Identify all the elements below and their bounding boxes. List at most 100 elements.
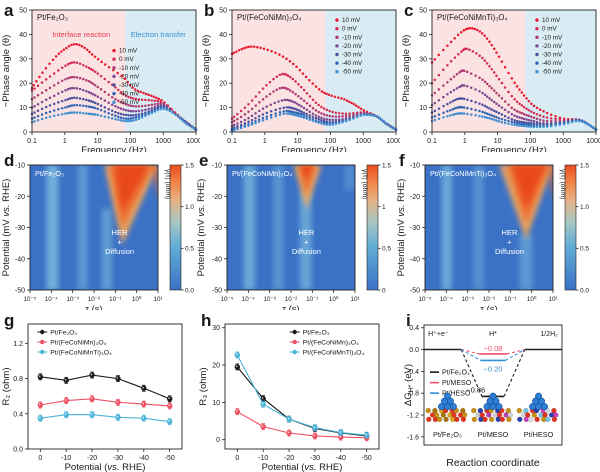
y-tick: 0.4: [13, 411, 23, 418]
x-tick: -40: [336, 455, 346, 462]
legend-label: Pt/HESO: [442, 391, 471, 398]
legend-label: -50 mV: [119, 99, 140, 106]
energy-value: −0.08: [484, 344, 503, 353]
colorbar-tick: 1.5: [185, 162, 194, 169]
y-axis-label: Potential (mV vs. RHE): [1, 179, 12, 277]
x-tick: 10¹: [350, 296, 359, 303]
y-tick: -10: [15, 163, 25, 170]
x-tick: -20: [284, 455, 294, 462]
x-tick: 1: [263, 138, 267, 145]
colorbar-tick: 0.5: [185, 246, 194, 253]
y-tick: -30: [212, 225, 222, 232]
series-Pt/(FeCoNiMnTi)₃O₄: [234, 351, 370, 439]
y-tick: -50: [212, 288, 222, 295]
axes: 0 -10 -20 -30 -40 -50 0 10 20 30: [212, 325, 372, 462]
legend-label: -30 mV: [119, 82, 140, 89]
series-Pt/Fe₂O₃: [234, 363, 370, 440]
panel-h: 0 -10 -20 -30 -40 -50 0 10 20 30 Pt/Fe₂O₃ Pt/(FeCoN…: [197, 310, 407, 472]
legend: Pt/Fe₂O₃ Pt/(FeCoNiMn)₃O₄ Pt/(FeCoNiMnTi)₃…: [37, 330, 112, 357]
x-tick: 1000: [355, 138, 371, 145]
y-tick: 50: [419, 8, 427, 15]
x-tick: 10⁰: [527, 296, 537, 303]
stage-label: H*: [489, 331, 497, 338]
y-tick: 0.4: [409, 325, 419, 332]
y-axis-label: Potential (mV vs. RHE): [196, 179, 207, 277]
colorbar-tick: 1.5: [580, 162, 589, 169]
x-tick: 100: [525, 138, 537, 145]
y-tick: 10: [212, 400, 220, 407]
plot-frame: [423, 324, 563, 446]
y-tick: 0: [23, 130, 27, 137]
x-tick: 100: [325, 138, 337, 145]
legend: 10 mV 0 mV-10 mV -20 mV -30 mV-40 mV -50 mV: [535, 17, 563, 76]
panel-i-chart: 0.40.0-0.4-0.8-1.2-1.6H⁺+e⁻ H* 1/2H₂−0.86−…: [403, 311, 563, 469]
x-tick: 100: [125, 138, 137, 145]
x-tick: 0.1: [27, 138, 37, 145]
axes: 10⁻⁵ 10⁻⁴ 10⁻³ 10⁻² 10⁻¹ 10⁰ 10¹ -10 -20 -30 -40 -5…: [212, 163, 360, 304]
region-interface-reaction: [32, 10, 126, 132]
y-axis-label: R₂ (ohm): [1, 368, 12, 406]
annotation: Diffusion: [292, 247, 321, 256]
legend: Pt/Fe₂O₃ Pt/MESO Pt/HESO: [430, 370, 472, 398]
panel-g: 0 -10 -20 -30 -40 -50 0.0 0.4 0.8 1.2 Pt/Fe₂O₃ Pt/(…: [0, 310, 200, 472]
y-axis-label: R₃ (ohm): [198, 367, 209, 405]
x-axis-label: Frequency (Hz): [481, 145, 546, 152]
y-tick: -50: [410, 288, 420, 295]
annotation: Diffusion: [495, 247, 524, 256]
legend-label: -20 mV: [542, 43, 563, 50]
annotation: +: [304, 238, 309, 247]
y-tick: 50: [19, 8, 27, 15]
y-axis-label: −Phase angle (θ): [1, 35, 12, 108]
y-tick: -50: [15, 288, 25, 295]
x-tick: 10⁻²: [88, 296, 100, 303]
panel-title: Pt/(FeCoNiMnTi)₃O₄: [437, 13, 508, 22]
x-tick: 10⁻³: [461, 296, 473, 303]
legend-label: 10 mV: [119, 48, 138, 55]
series-Pt/Fe₂O₃: [37, 371, 173, 403]
x-axis-label: Frequency (Hz): [281, 145, 346, 152]
x-axis-label: Potential (vs. RHE): [262, 462, 343, 472]
y-tick: -0.4: [407, 369, 419, 376]
axes: 10⁻⁵ 10⁻⁴ 10⁻³ 10⁻² 10⁻¹ 10⁰ 10¹ -10 -20 -30 -40 -5…: [15, 163, 163, 304]
legend-label: -50 mV: [342, 69, 363, 76]
structure-label: Pt/HESO: [524, 430, 554, 439]
y-tick: -30: [410, 225, 420, 232]
panel-h-chart: 0 -10 -20 -30 -40 -50 0 10 20 30 Pt/Fe₂O₃ Pt/(FeCoN…: [198, 311, 380, 472]
legend-label: 0 mV: [542, 26, 557, 33]
stage-label: 1/2H₂: [540, 331, 558, 338]
panel-letter: d: [4, 151, 14, 170]
y-tick: 40: [219, 32, 227, 39]
panel-letter: h: [201, 311, 211, 330]
structure-Pt/Fe₂O₃: [425, 392, 468, 423]
y-tick: 0: [216, 437, 220, 444]
colorbar-tick: 0: [382, 287, 386, 294]
x-tick: 10⁻⁴: [45, 296, 58, 303]
colorbar-label: γ(τ) (ohm): [164, 169, 171, 199]
y-tick: 10: [19, 105, 27, 112]
energy-value: −0.20: [484, 364, 503, 373]
legend: Pt/Fe₂O₃ Pt/(FeCoNiMn)₃O₄ Pt/(FeCoNiMnTi)₃…: [289, 330, 364, 357]
y-tick: 20: [212, 363, 220, 370]
annotation: +: [117, 238, 122, 247]
panel-letter: e: [199, 151, 208, 170]
colorbar-tick: 0.0: [580, 287, 589, 294]
x-tick: 10⁻¹: [306, 296, 318, 303]
x-tick: 10: [94, 138, 102, 145]
heatmap-surface: [30, 165, 158, 290]
series-Pt/(FeCoNiMnTi)₃O₄: [37, 411, 173, 426]
series-Pt/(FeCoNiMn)₃O₄: [37, 395, 173, 410]
x-tick: 10¹: [548, 296, 557, 303]
x-tick: 0.1: [427, 138, 437, 145]
x-tick: -30: [113, 455, 123, 462]
colorbar-tick: 1.0: [580, 204, 589, 211]
stage-label: H⁺+e⁻: [428, 331, 449, 338]
y-tick: -20: [212, 194, 222, 201]
colorbar-tick: 0.5: [382, 246, 391, 253]
legend-label: -30 mV: [342, 52, 363, 59]
y-tick: -10: [410, 163, 420, 170]
